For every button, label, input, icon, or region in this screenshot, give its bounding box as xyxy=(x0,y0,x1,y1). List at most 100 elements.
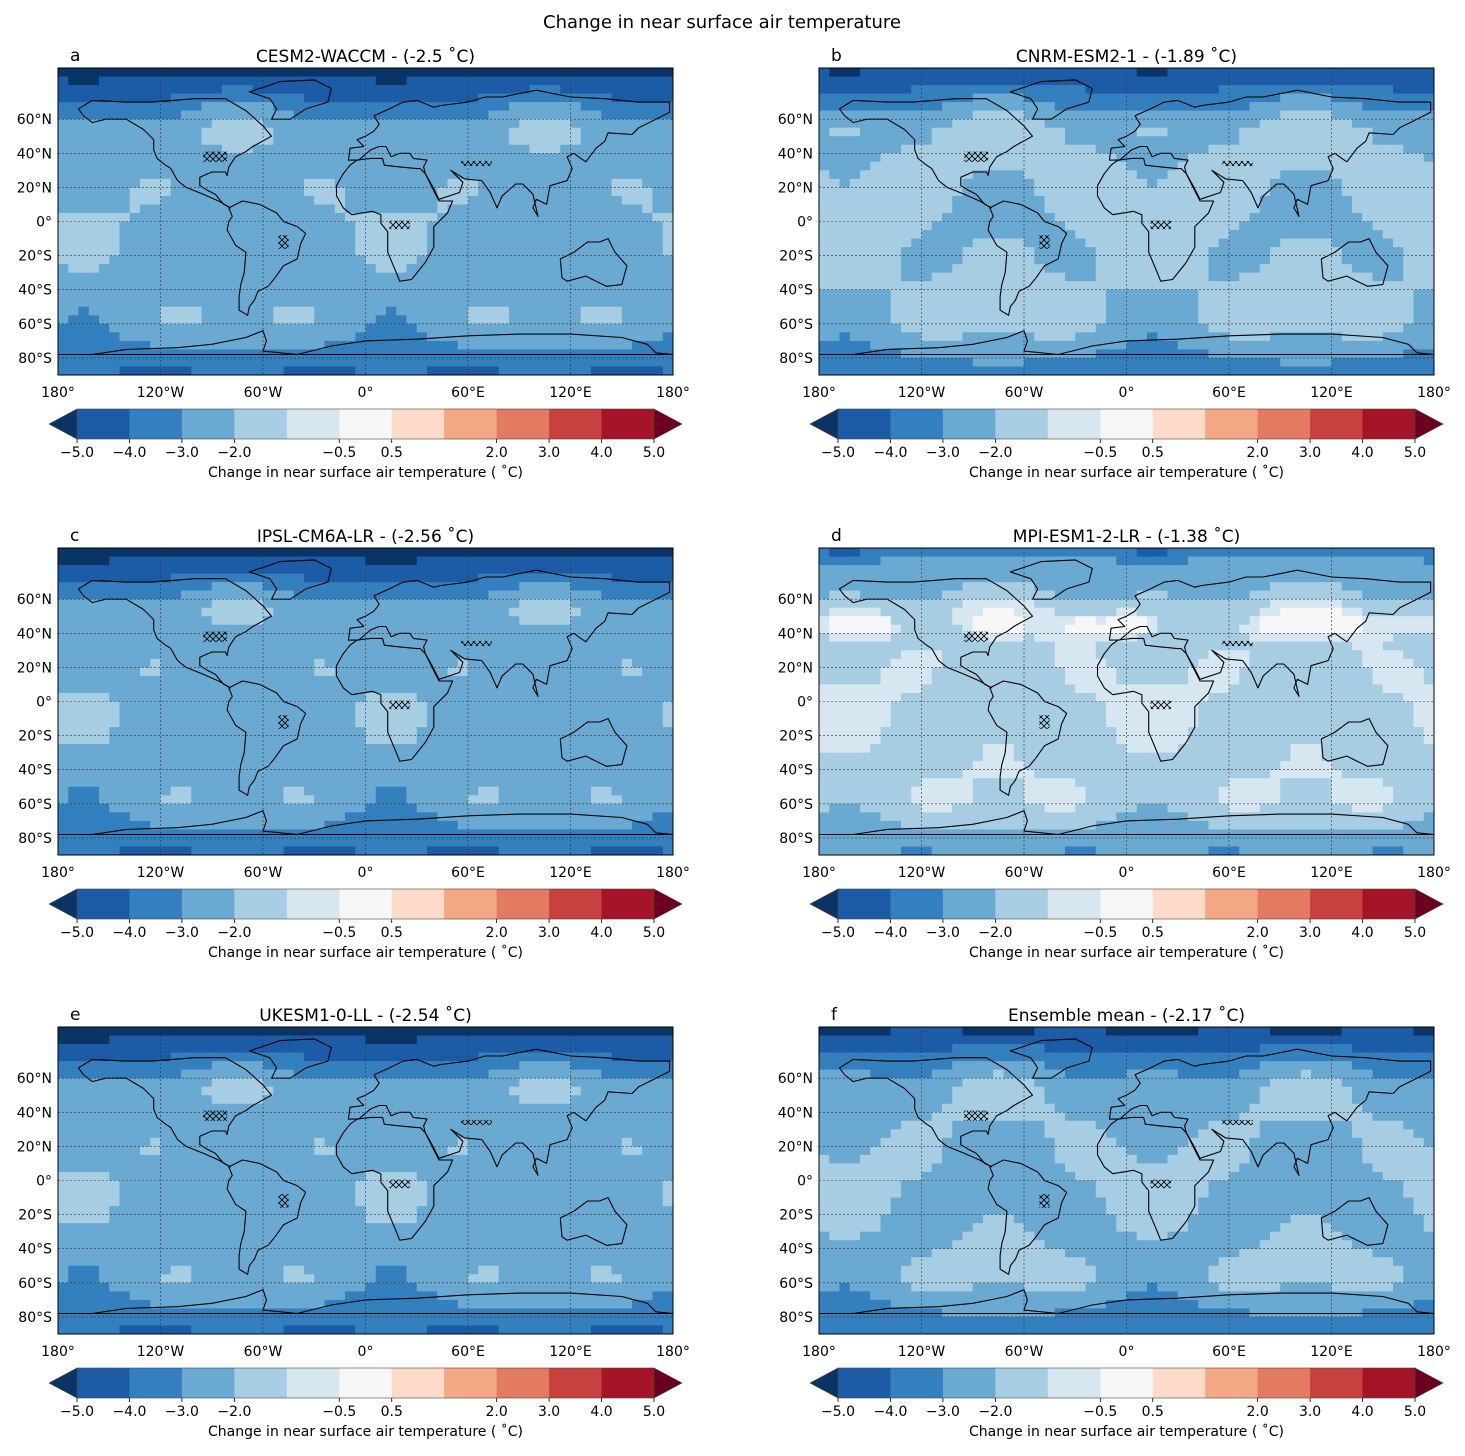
field-cell xyxy=(201,102,213,112)
field-cell xyxy=(972,289,984,299)
field-cell xyxy=(509,110,520,120)
field-cell xyxy=(1229,323,1240,333)
field-cell xyxy=(1321,85,1333,95)
field-cell xyxy=(1106,76,1117,86)
field-cell xyxy=(345,281,356,291)
field-cell xyxy=(222,582,233,592)
field-cell xyxy=(1239,170,1251,180)
panel-title: CESM2-WACCM - (-2.5 ˚C) xyxy=(256,46,475,67)
field-cell xyxy=(324,110,336,120)
field-cell xyxy=(1341,298,1353,308)
field-cell xyxy=(1054,255,1066,265)
field-cell xyxy=(509,212,520,223)
field-cell xyxy=(488,93,500,103)
field-cell xyxy=(921,315,933,325)
field-cell xyxy=(601,582,613,592)
field-cell xyxy=(304,161,315,171)
field-cell xyxy=(488,315,500,325)
field-cell xyxy=(273,187,285,197)
field-cell xyxy=(365,204,377,214)
field-cell xyxy=(662,315,673,325)
field-cell xyxy=(642,195,654,206)
field-cell xyxy=(662,332,673,342)
field-cell xyxy=(314,195,326,206)
field-cell xyxy=(304,264,315,274)
colorbar-tick-label: 0.5 xyxy=(381,445,403,461)
field-cell xyxy=(1095,161,1107,171)
field-cell xyxy=(550,357,561,368)
field-cell xyxy=(829,204,841,214)
field-cell xyxy=(355,582,367,592)
field-cell xyxy=(1362,340,1374,351)
field-cell xyxy=(1136,161,1148,171)
field-cell xyxy=(1280,272,1292,282)
field-cell xyxy=(601,272,613,282)
field-cell xyxy=(222,85,233,95)
field-cell xyxy=(993,264,1005,274)
field-cell xyxy=(396,247,408,257)
field-cell xyxy=(860,221,871,231)
field-cell xyxy=(457,102,469,112)
field-cell xyxy=(1075,76,1087,86)
field-cell xyxy=(478,85,490,95)
field-cell xyxy=(1013,298,1025,308)
field-cell xyxy=(1208,85,1220,95)
field-cell xyxy=(1382,332,1394,342)
field-cell xyxy=(519,85,531,95)
field-cell xyxy=(1259,230,1271,240)
field-cell xyxy=(345,340,356,351)
field-cell xyxy=(170,110,182,120)
field-cell xyxy=(880,247,892,257)
field-cell xyxy=(570,340,582,351)
field-cell xyxy=(1311,289,1322,299)
field-cell xyxy=(1403,110,1415,120)
field-cell xyxy=(509,136,520,146)
field-cell xyxy=(1013,110,1025,120)
field-cell xyxy=(109,136,121,146)
field-cell xyxy=(819,136,830,146)
field-cell xyxy=(263,119,274,129)
field-cell xyxy=(509,68,520,78)
field-cell xyxy=(181,548,192,558)
field-cell xyxy=(437,119,449,129)
field-cell xyxy=(314,212,326,223)
field-cell xyxy=(88,161,100,171)
field-cell xyxy=(1024,306,1035,316)
field-cell xyxy=(222,187,233,197)
field-cell xyxy=(468,187,479,197)
field-cell xyxy=(611,565,623,575)
field-cell xyxy=(1393,144,1404,154)
field-cell xyxy=(478,68,490,78)
field-cell xyxy=(232,110,244,120)
field-cell xyxy=(1208,212,1220,223)
field-cell xyxy=(181,119,192,129)
field-cell xyxy=(109,323,121,333)
coastline-eurasia xyxy=(1108,89,1432,217)
field-cell xyxy=(1177,255,1189,265)
field-cell xyxy=(498,332,510,342)
field-cell xyxy=(1188,153,1199,163)
field-cell xyxy=(662,323,673,333)
field-cell xyxy=(78,255,90,265)
field-cell xyxy=(1403,238,1415,248)
field-cell xyxy=(1034,289,1046,299)
field-cell xyxy=(1095,153,1107,163)
field-cell xyxy=(386,340,397,351)
field-cell xyxy=(839,178,851,188)
field-cell xyxy=(1136,153,1148,163)
field-cell xyxy=(324,298,336,308)
field-cell xyxy=(273,281,285,291)
field-cell xyxy=(580,221,592,231)
field-cell xyxy=(324,127,336,137)
field-cell xyxy=(488,366,500,375)
field-cell xyxy=(601,548,613,558)
field-cell xyxy=(211,582,223,592)
field-cell xyxy=(1167,230,1179,240)
field-cell xyxy=(632,298,643,308)
field-cell xyxy=(427,238,438,248)
field-cell xyxy=(1239,315,1251,325)
field-cell xyxy=(191,323,203,333)
field-cell xyxy=(406,357,418,368)
field-cell xyxy=(468,607,479,617)
field-cell xyxy=(1095,306,1107,316)
